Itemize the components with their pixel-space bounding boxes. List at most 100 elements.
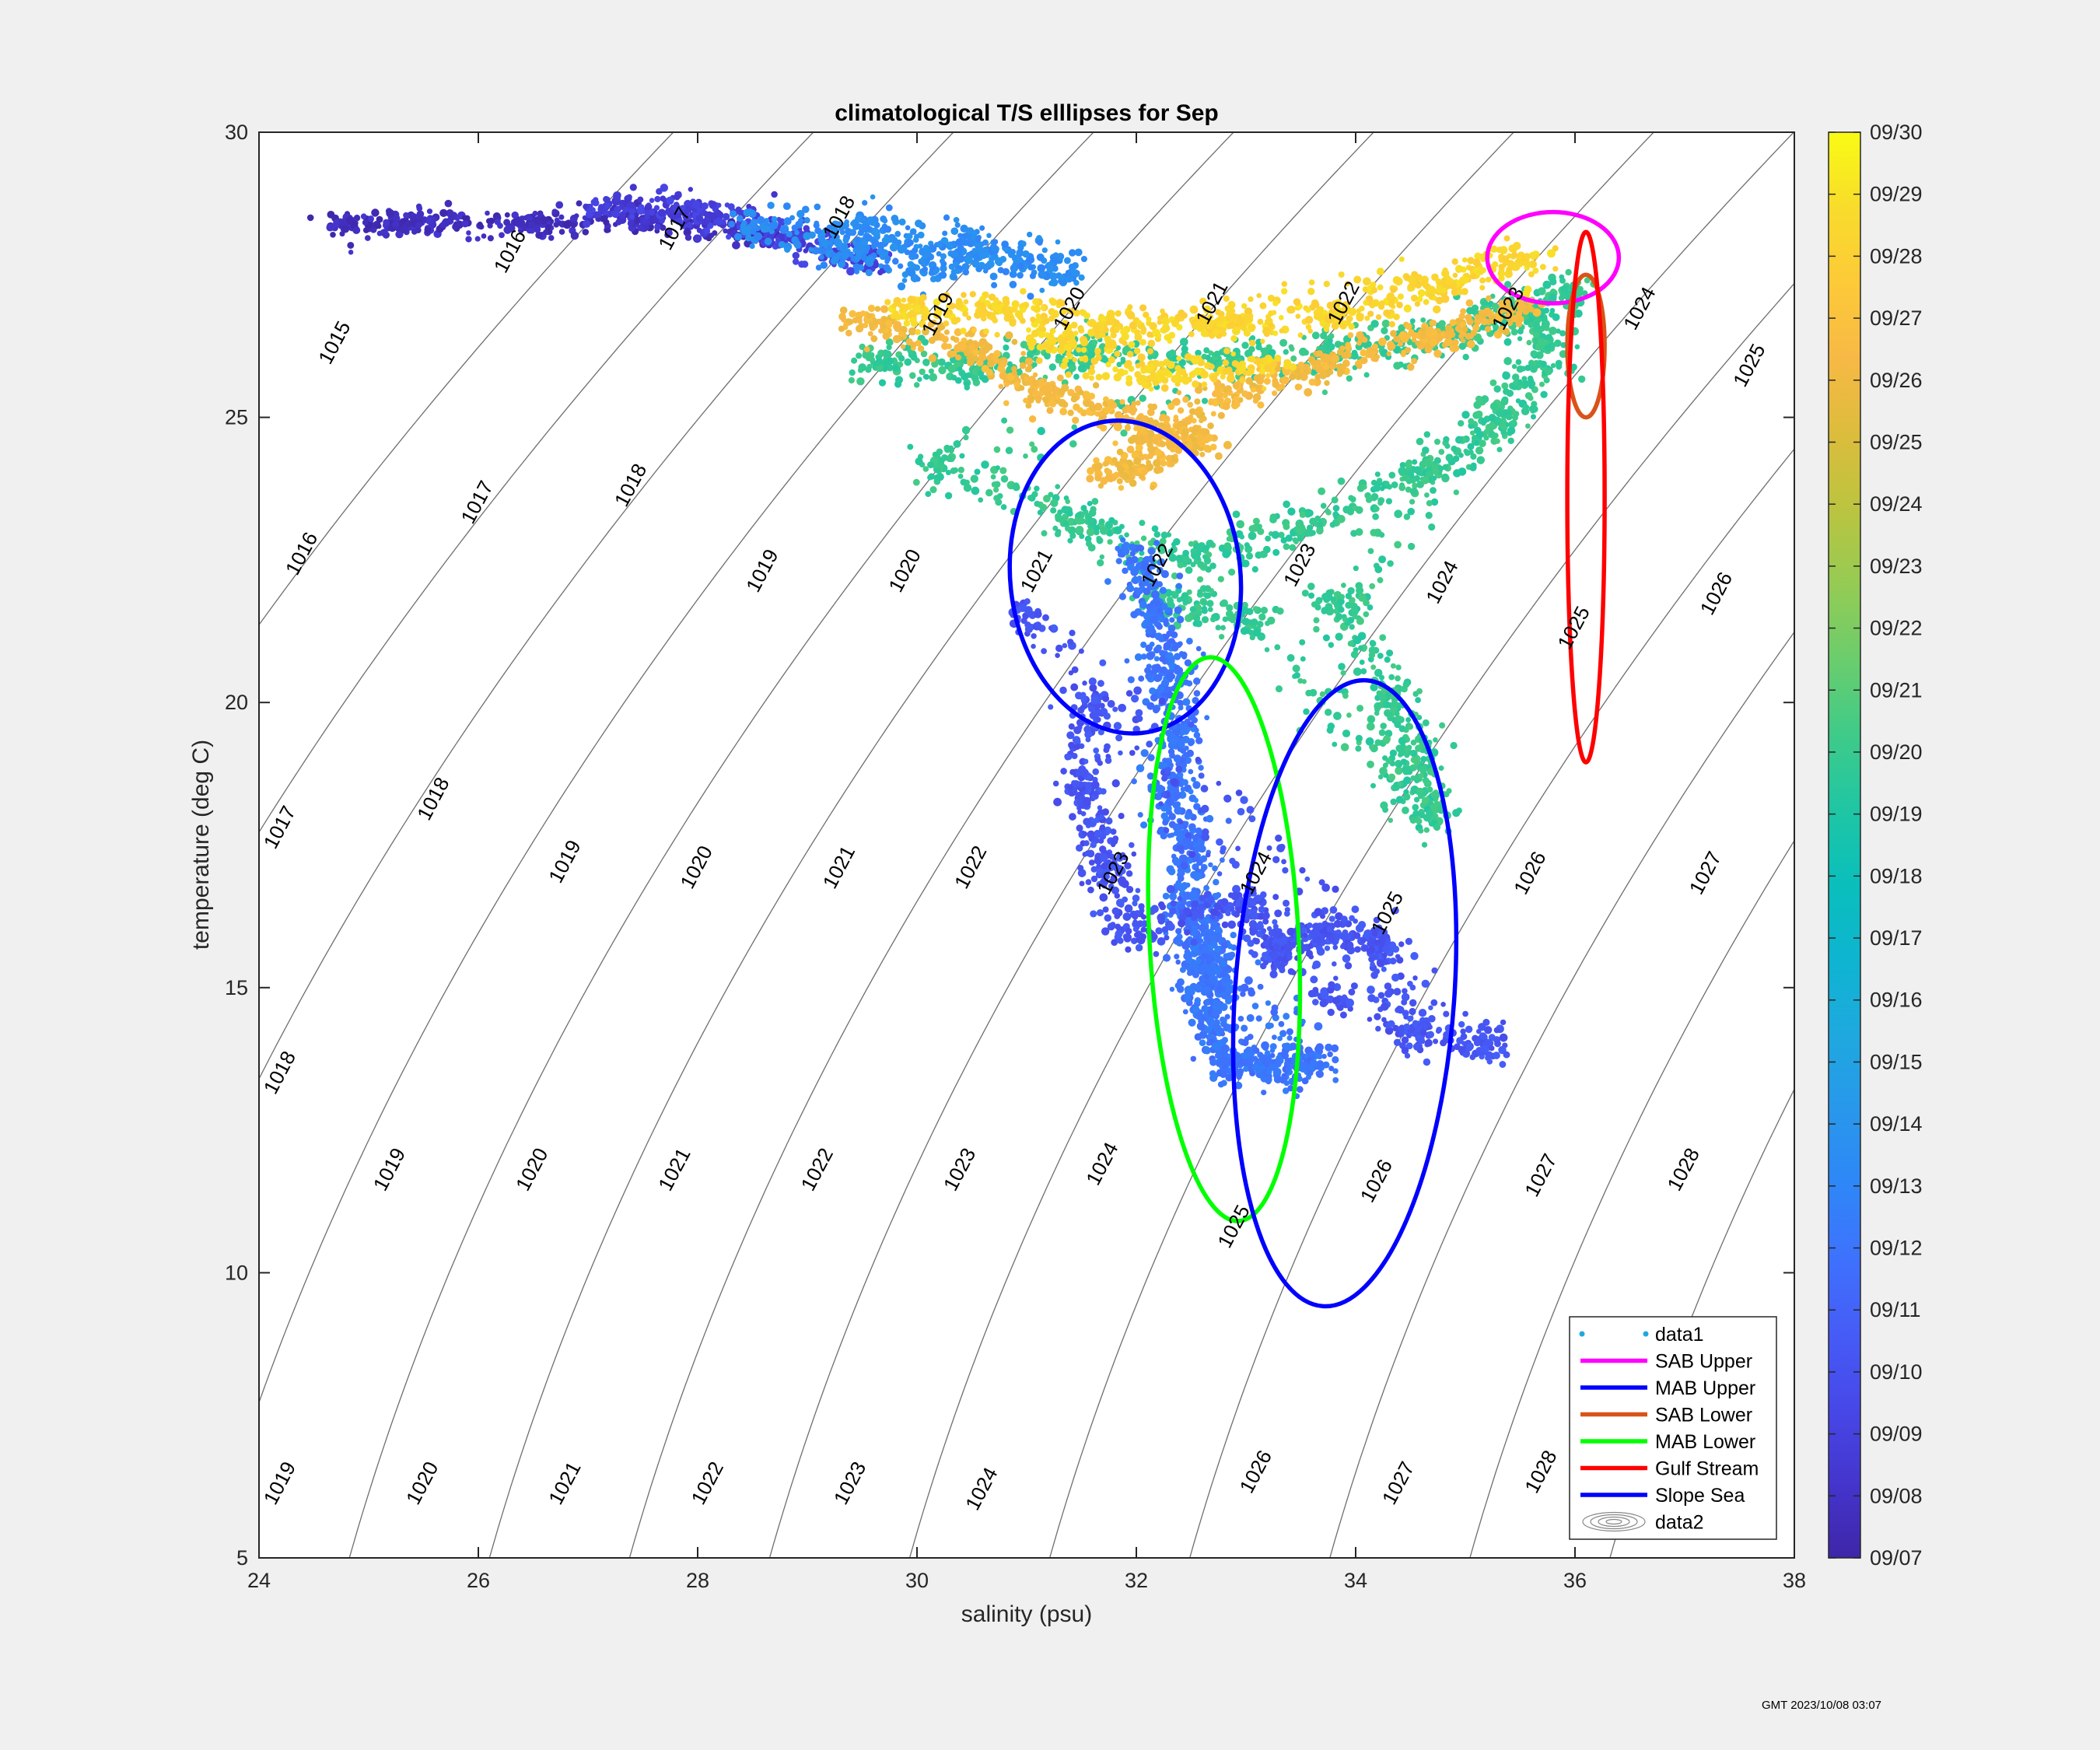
scatter-point: [1531, 405, 1538, 413]
scatter-point: [961, 263, 970, 271]
scatter-point: [1252, 606, 1258, 612]
scatter-point: [1426, 500, 1433, 506]
scatter-point: [1458, 333, 1465, 339]
scatter-point: [1042, 397, 1050, 404]
scatter-point: [1532, 321, 1540, 329]
scatter-point: [922, 266, 929, 273]
scatter-point: [887, 340, 894, 346]
scatter-point: [1506, 266, 1513, 273]
scatter-point: [1116, 362, 1122, 368]
scatter-point: [1031, 379, 1038, 387]
scatter-point: [1344, 344, 1352, 352]
scatter-point: [951, 274, 958, 281]
scatter-point: [1073, 403, 1080, 411]
scatter-point: [986, 233, 992, 239]
scatter-point: [1325, 509, 1332, 516]
scatter-point: [950, 350, 957, 358]
scatter-point: [1037, 240, 1043, 246]
scatter-point: [981, 365, 989, 373]
scatter-point: [830, 251, 836, 257]
scatter-point: [1338, 271, 1345, 278]
scatter-point: [424, 226, 432, 234]
scatter-point: [940, 236, 949, 245]
scatter-point: [1114, 320, 1120, 326]
scatter-point: [907, 261, 915, 268]
scatter-point: [1340, 670, 1346, 676]
scatter-point: [1248, 355, 1256, 363]
scatter-point: [1048, 363, 1056, 371]
scatter-point: [1419, 772, 1424, 779]
scatter-point: [1191, 357, 1199, 365]
scatter-point: [905, 225, 911, 231]
scatter-point: [1297, 361, 1305, 369]
scatter-point: [1388, 471, 1396, 479]
scatter-point: [1073, 373, 1080, 380]
scatter-point: [684, 234, 692, 241]
scatter-point: [1049, 327, 1056, 334]
scatter-point: [1419, 331, 1426, 340]
scatter-point: [1366, 722, 1375, 731]
scatter-point: [1374, 471, 1381, 478]
scatter-point: [1346, 375, 1353, 382]
scatter-point: [1405, 716, 1412, 723]
scatter-point: [1398, 737, 1407, 745]
scatter-point: [1528, 359, 1535, 366]
scatter-point: [871, 228, 880, 236]
scatter-point: [1076, 512, 1083, 519]
scatter-point: [1090, 357, 1099, 366]
scatter-point: [897, 263, 904, 269]
scatter-point: [1474, 314, 1480, 320]
scatter-point: [641, 217, 650, 226]
scatter-point: [1409, 318, 1416, 324]
scatter-point: [1377, 653, 1384, 660]
scatter-point: [867, 331, 873, 337]
scatter-point: [1146, 331, 1153, 338]
scatter-point: [1048, 280, 1055, 286]
scatter-point: [882, 218, 888, 224]
scatter-point: [535, 231, 543, 240]
scatter-point: [889, 243, 898, 252]
scatter-point: [1227, 321, 1236, 329]
scatter-point: [416, 210, 425, 219]
scatter-point: [992, 239, 999, 245]
scatter-point: [1124, 424, 1131, 431]
scatter-point: [1072, 416, 1080, 425]
scatter-point: [866, 313, 873, 319]
scatter-point: [1512, 380, 1519, 386]
scatter-point: [680, 205, 686, 211]
scatter-point: [932, 451, 939, 458]
scatter-point: [688, 187, 694, 192]
scatter-point: [915, 457, 923, 466]
scatter-point: [771, 215, 778, 222]
scatter-point: [1218, 634, 1225, 640]
scatter-point: [1342, 616, 1349, 623]
scatter-point: [1227, 300, 1236, 309]
scatter-point: [1402, 474, 1410, 481]
scatter-point: [1319, 691, 1326, 698]
scatter-point: [1110, 401, 1118, 409]
scatter-point: [939, 258, 946, 264]
scatter-point: [1368, 716, 1374, 723]
scatter-point: [1210, 375, 1218, 383]
scatter-point: [1430, 487, 1437, 494]
scatter-point: [1295, 313, 1301, 320]
scatter-point: [1476, 456, 1486, 464]
scatter-point: [680, 222, 687, 229]
scatter-point: [1542, 280, 1552, 289]
scatter-point: [618, 211, 626, 219]
scatter-point: [1297, 677, 1304, 684]
scatter-point: [1187, 401, 1193, 408]
scatter-point: [733, 233, 743, 241]
scatter-point: [860, 217, 866, 223]
contour-1021: [628, 132, 1515, 1558]
scatter-point: [1416, 437, 1424, 446]
scatter-point: [1394, 509, 1403, 519]
scatter-point: [1386, 341, 1395, 348]
scatter-point: [929, 373, 938, 382]
scatter-point: [1575, 289, 1584, 298]
scatter-point: [1355, 734, 1363, 743]
scatter-point: [1357, 313, 1364, 320]
scatter-point: [1340, 743, 1349, 751]
scatter-point: [1495, 408, 1504, 418]
